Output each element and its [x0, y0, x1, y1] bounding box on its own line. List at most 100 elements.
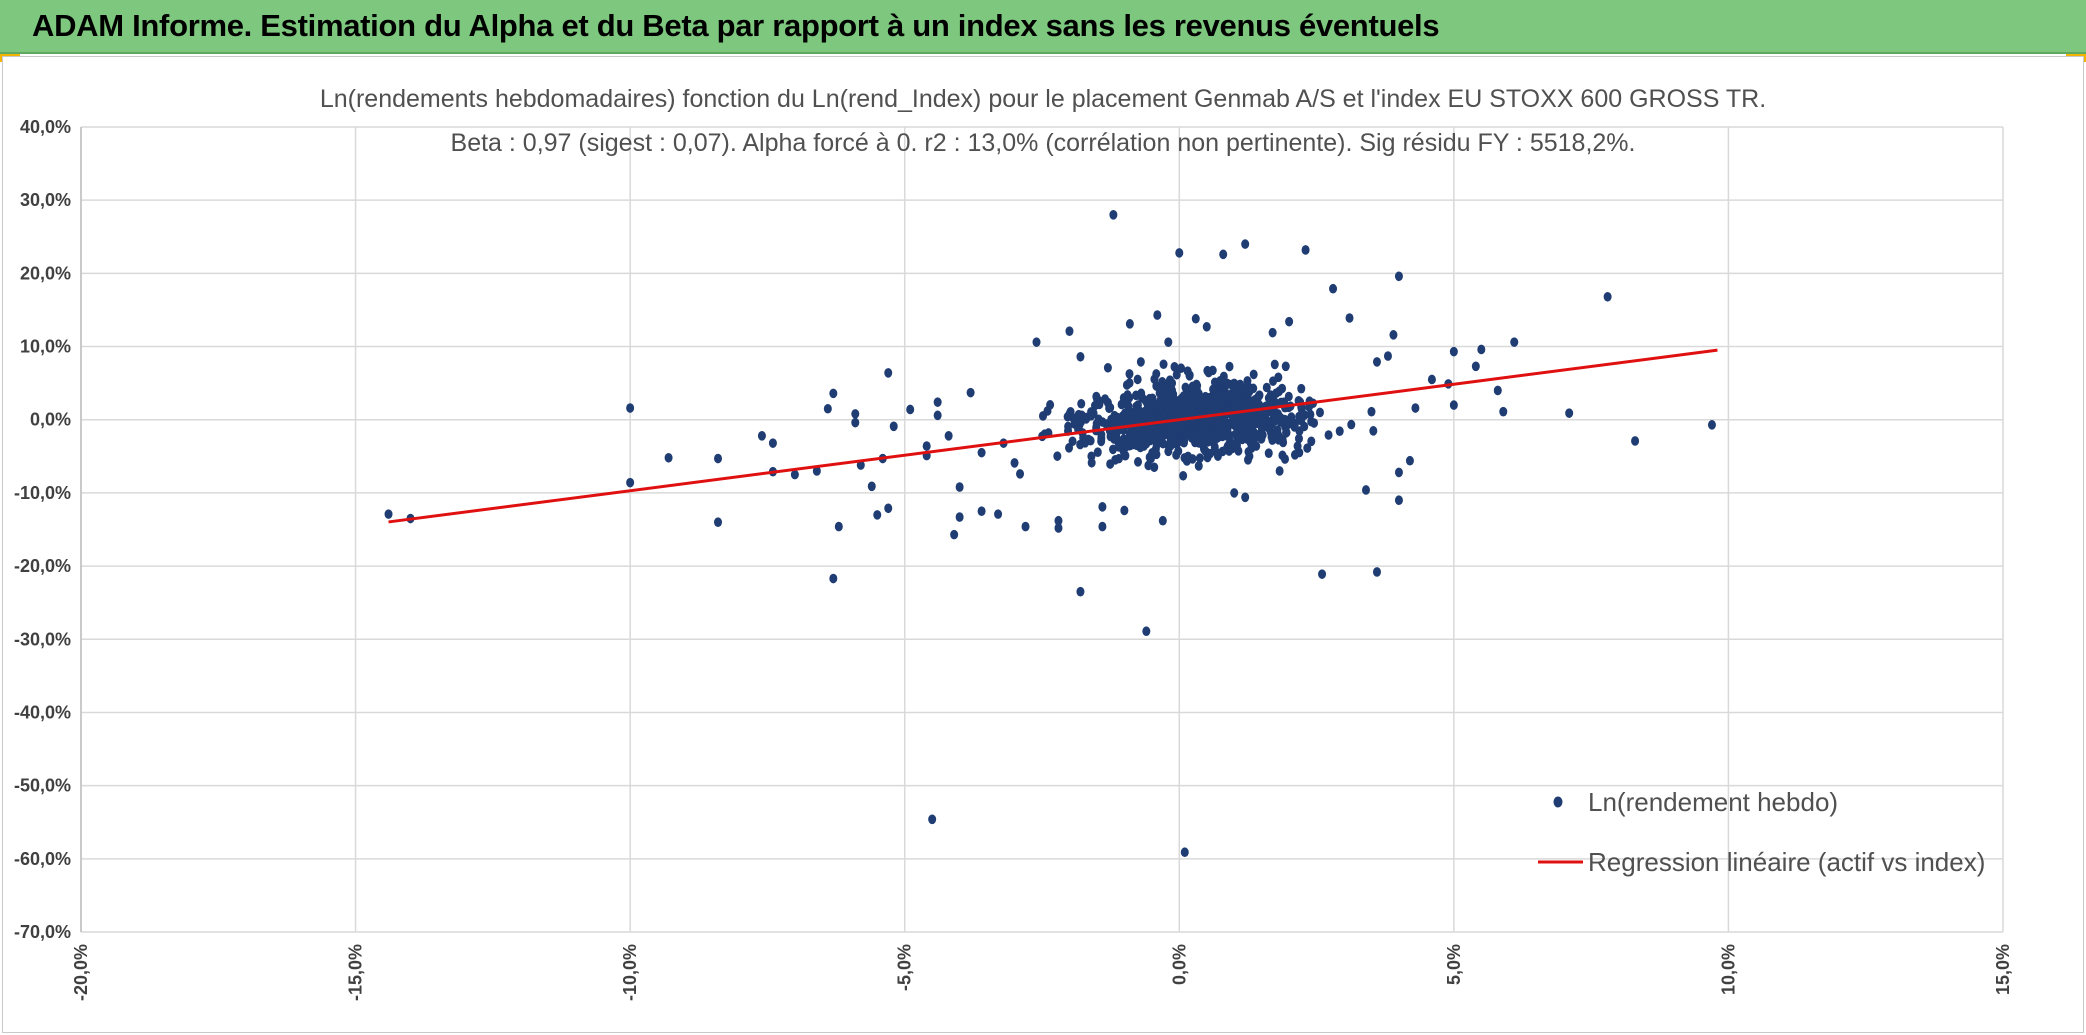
scatter-point [1164, 337, 1173, 347]
scatter-point [994, 509, 1003, 519]
scatter-point [928, 814, 937, 825]
x-tick-label: -15,0% [346, 944, 366, 1001]
scatter-point [1117, 399, 1126, 410]
scatter-point [1347, 419, 1356, 430]
y-tick-label: -50,0% [14, 776, 71, 796]
scatter-point [1144, 428, 1153, 438]
scatter-point [1076, 417, 1085, 427]
scatter-point [823, 403, 832, 414]
scatter-point [829, 573, 838, 584]
x-tick-label: 10,0% [1718, 944, 1738, 995]
scatter-point [1297, 410, 1306, 421]
scatter-point [933, 410, 942, 421]
scatter-point [1225, 438, 1234, 449]
regression-line [388, 348, 1718, 524]
scatter-point [950, 529, 959, 540]
scatter-point [1164, 402, 1173, 413]
scatter-point [1294, 433, 1303, 444]
scatter-point [1394, 495, 1403, 506]
scatter-point [1179, 470, 1188, 481]
chart-subtitle: Beta : 0,97 (sigest : 0,07). Alpha forcé… [451, 129, 1636, 157]
scatter-point [1281, 361, 1290, 372]
scatter-point [1278, 450, 1287, 461]
scatter-point [1168, 378, 1177, 389]
x-tick-label: -10,0% [620, 944, 640, 1001]
scatter-point [1603, 291, 1612, 302]
scatter-point [664, 452, 673, 463]
scatter-point [1201, 394, 1210, 404]
scatter-point [1063, 411, 1072, 422]
scatter-point [1234, 432, 1243, 442]
scatter-point [1221, 430, 1230, 441]
scatter-point [1369, 426, 1378, 436]
scatter-point [1092, 418, 1101, 429]
scatter-point [873, 510, 882, 520]
scatter-point [790, 469, 799, 480]
scatter-point [1230, 488, 1239, 498]
scatter-point [1345, 313, 1354, 323]
scatter-point [1136, 357, 1145, 367]
scatter-point [1230, 378, 1239, 389]
scatter-point [1065, 443, 1074, 453]
scatter-point [1239, 386, 1248, 396]
scatter-point [1147, 412, 1156, 423]
scatter-point [1241, 492, 1250, 503]
scatter-point [1510, 337, 1519, 347]
chart-area: 40,0% 30,0% 20,0% 10,0% 0,0% -10,0% -20,0% -30,… [2, 56, 2084, 1033]
scatter-point [1270, 359, 1279, 370]
scatter-point [1097, 436, 1106, 447]
scatter-point [1191, 313, 1200, 324]
scatter-point [1177, 363, 1186, 374]
scatter-point [933, 397, 942, 407]
scatter-point [1093, 447, 1102, 457]
scatter-point [1263, 417, 1272, 428]
scatter-point [1361, 485, 1370, 495]
scatter-point [851, 417, 860, 428]
scatter-point [1219, 249, 1228, 260]
scatter-point [1335, 426, 1344, 436]
scatter-point [1284, 391, 1293, 402]
scatter-point [714, 453, 723, 464]
scatter-point [1132, 436, 1141, 447]
scatter-point [1225, 403, 1234, 414]
scatter-point [1367, 406, 1376, 417]
scatter-point [1252, 418, 1261, 429]
scatter-point [1707, 420, 1716, 430]
scatter-point [1054, 523, 1063, 533]
scatter-point [1113, 412, 1122, 423]
regression-layer [388, 348, 1718, 524]
scatter-point [1303, 443, 1312, 453]
scatter-point [1109, 210, 1118, 220]
scatter-point [1194, 435, 1203, 446]
scatter-point [1229, 393, 1238, 403]
scatter-point [1032, 337, 1041, 347]
scatter-point [906, 404, 915, 415]
scatter-point [884, 503, 893, 514]
scatter-point [834, 521, 843, 532]
scatter-point [1159, 438, 1168, 449]
scatter-point [1105, 403, 1114, 414]
y-tick-label: -70,0% [14, 922, 71, 942]
scatter-point [1173, 406, 1182, 417]
scatter-point [1121, 408, 1130, 418]
scatter-point [1114, 453, 1123, 464]
x-tick-label: 5,0% [1444, 944, 1464, 985]
scatter-point [1152, 369, 1161, 379]
scatter-point [1125, 392, 1134, 403]
legend-label-points: Ln(rendement hebdo) [1588, 787, 1838, 817]
scatter-point [1477, 344, 1486, 355]
scatter-point [1234, 446, 1243, 456]
scatter-point [1282, 427, 1291, 438]
scatter-point [889, 421, 898, 432]
y-tick-label: 10,0% [20, 337, 71, 357]
scatter-point [1180, 847, 1189, 858]
scatter-point [1318, 569, 1327, 579]
scatter-point [1161, 393, 1170, 403]
scatter-point [1169, 421, 1178, 432]
scatter-point [714, 517, 723, 527]
y-tick-label: -10,0% [14, 483, 71, 503]
scatter-point [1307, 436, 1316, 447]
scatter-point [1172, 450, 1181, 460]
scatter-point [1087, 451, 1096, 462]
scatter-point [944, 431, 953, 441]
